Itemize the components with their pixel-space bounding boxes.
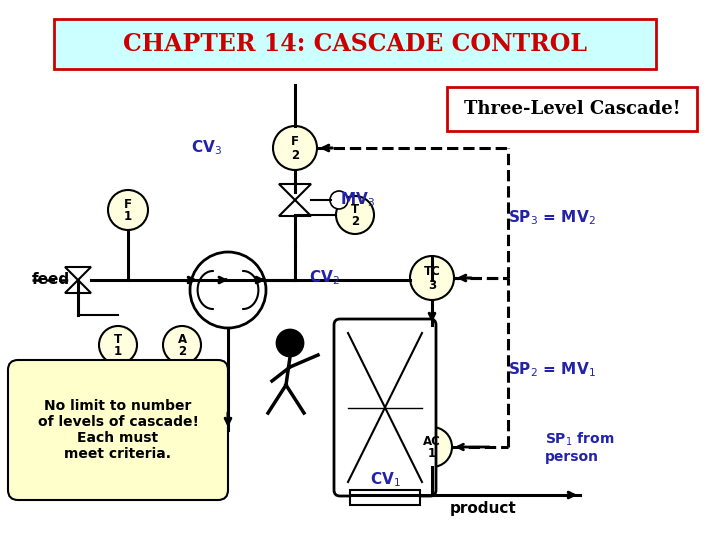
Text: Three-Level Cascade!: Three-Level Cascade! — [464, 100, 680, 118]
Circle shape — [336, 196, 374, 234]
Text: SP$_1$ from
person: SP$_1$ from person — [545, 430, 614, 464]
Circle shape — [412, 427, 452, 467]
Text: CV$_2$: CV$_2$ — [309, 268, 340, 287]
Text: T: T — [114, 333, 122, 346]
Text: F: F — [124, 198, 132, 211]
Text: CV$_3$: CV$_3$ — [191, 139, 222, 157]
FancyBboxPatch shape — [350, 490, 420, 505]
Text: No limit to number
of levels of cascade!
Each must
meet criteria.: No limit to number of levels of cascade!… — [37, 399, 199, 461]
Text: A: A — [177, 333, 186, 346]
FancyBboxPatch shape — [447, 87, 697, 131]
Text: F: F — [291, 136, 299, 148]
Circle shape — [273, 126, 317, 170]
Text: CHAPTER 14: CASCADE CONTROL: CHAPTER 14: CASCADE CONTROL — [123, 32, 587, 56]
Text: MV$_3$: MV$_3$ — [340, 191, 375, 210]
Polygon shape — [65, 267, 91, 280]
Text: CV$_1$: CV$_1$ — [370, 471, 401, 489]
Text: 1: 1 — [114, 345, 122, 357]
Text: 1: 1 — [428, 447, 436, 460]
Text: AC: AC — [423, 435, 441, 448]
FancyBboxPatch shape — [54, 19, 656, 69]
Text: 2: 2 — [351, 214, 359, 227]
Circle shape — [99, 326, 137, 364]
Text: 2: 2 — [178, 345, 186, 357]
Circle shape — [190, 252, 266, 328]
Circle shape — [108, 190, 148, 230]
Text: 3: 3 — [428, 279, 436, 292]
Text: T: T — [351, 203, 359, 216]
Circle shape — [330, 191, 348, 209]
Polygon shape — [279, 184, 311, 200]
Text: feed: feed — [32, 273, 70, 287]
Text: SP$_3$ = MV$_2$: SP$_3$ = MV$_2$ — [508, 208, 595, 227]
Text: product: product — [450, 501, 517, 516]
Text: 1: 1 — [124, 210, 132, 223]
Polygon shape — [279, 200, 311, 216]
Text: 2: 2 — [291, 148, 299, 161]
Circle shape — [163, 326, 201, 364]
Polygon shape — [65, 280, 91, 293]
FancyBboxPatch shape — [8, 360, 228, 500]
FancyBboxPatch shape — [334, 319, 436, 496]
Circle shape — [277, 330, 303, 356]
Text: TC: TC — [423, 265, 441, 278]
Text: SP$_2$ = MV$_1$: SP$_2$ = MV$_1$ — [508, 361, 596, 379]
Circle shape — [410, 256, 454, 300]
